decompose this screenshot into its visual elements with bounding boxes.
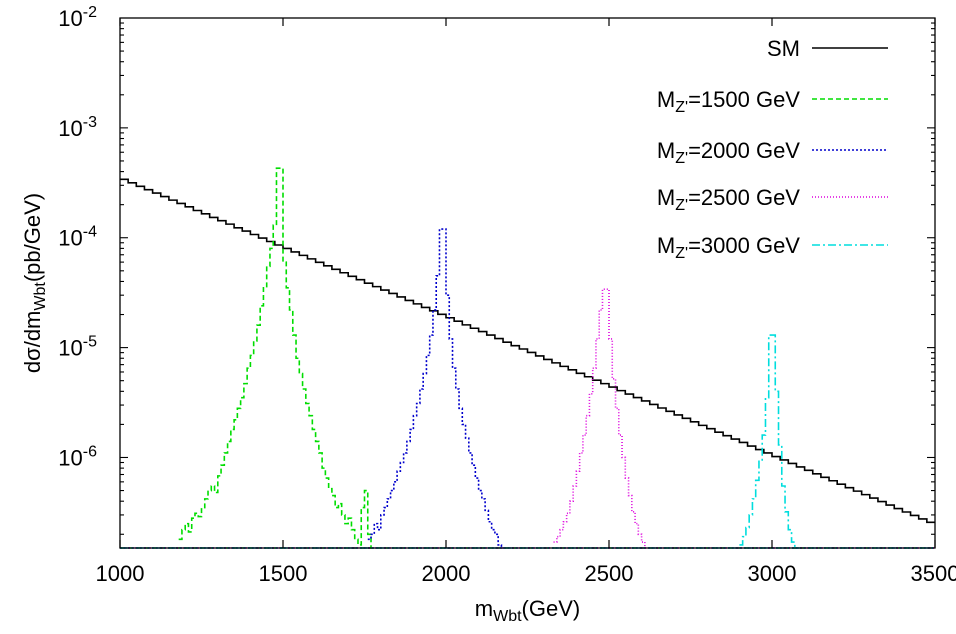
y-tick-label: 10-4: [58, 224, 97, 251]
x-tick-label: 3000: [748, 561, 797, 586]
x-axis-label-main: m: [475, 596, 493, 621]
plot-lines: [120, 167, 935, 549]
legend-label: MZ'=2500 GeV: [657, 185, 800, 214]
y-axis-label-main: dσ/dm: [20, 311, 45, 374]
y-tick-label: 10-2: [58, 4, 97, 31]
series-line: [120, 178, 935, 524]
series-line: [178, 167, 375, 549]
series-line: [553, 288, 649, 549]
legend-label: MZ'=1500 GeV: [657, 87, 800, 116]
x-axis-label-rest: (GeV): [522, 596, 581, 621]
x-tick-label: 2000: [422, 561, 471, 586]
legend: SM MZ'=1500 GeV MZ'=2000 GeV MZ'=2500 GeV MZ…: [657, 36, 888, 262]
y-axis: 10-2 10-3 10-4 10-5 10-6: [58, 4, 935, 535]
y-axis-label: dσ/dmWbt(pb/GeV): [20, 193, 49, 373]
series-line: [739, 334, 799, 549]
legend-label: MZ'=3000 GeV: [657, 233, 800, 262]
y-tick-label: 10-5: [58, 334, 97, 361]
x-tick-label: 1500: [259, 561, 308, 586]
x-axis-label-sub: Wbt: [493, 608, 522, 625]
x-tick-label: 3500: [911, 561, 956, 586]
legend-label: SM: [767, 36, 800, 61]
legend-label: MZ'=2000 GeV: [657, 138, 800, 167]
y-axis-label-sub: Wbt: [32, 282, 49, 311]
x-tick-label: 2500: [585, 561, 634, 586]
x-axis-label: mWbt(GeV): [475, 596, 580, 625]
y-axis-label-rest: (pb/GeV): [20, 193, 45, 282]
plot-frame: [119, 17, 936, 549]
series-line: [367, 228, 505, 549]
x-tick-label: 1000: [96, 561, 145, 586]
x-axis: 1000 1500 2000 2500 3000 3500: [96, 18, 956, 586]
y-tick-label: 10-3: [58, 114, 97, 141]
y-tick-label: 10-6: [58, 444, 97, 471]
